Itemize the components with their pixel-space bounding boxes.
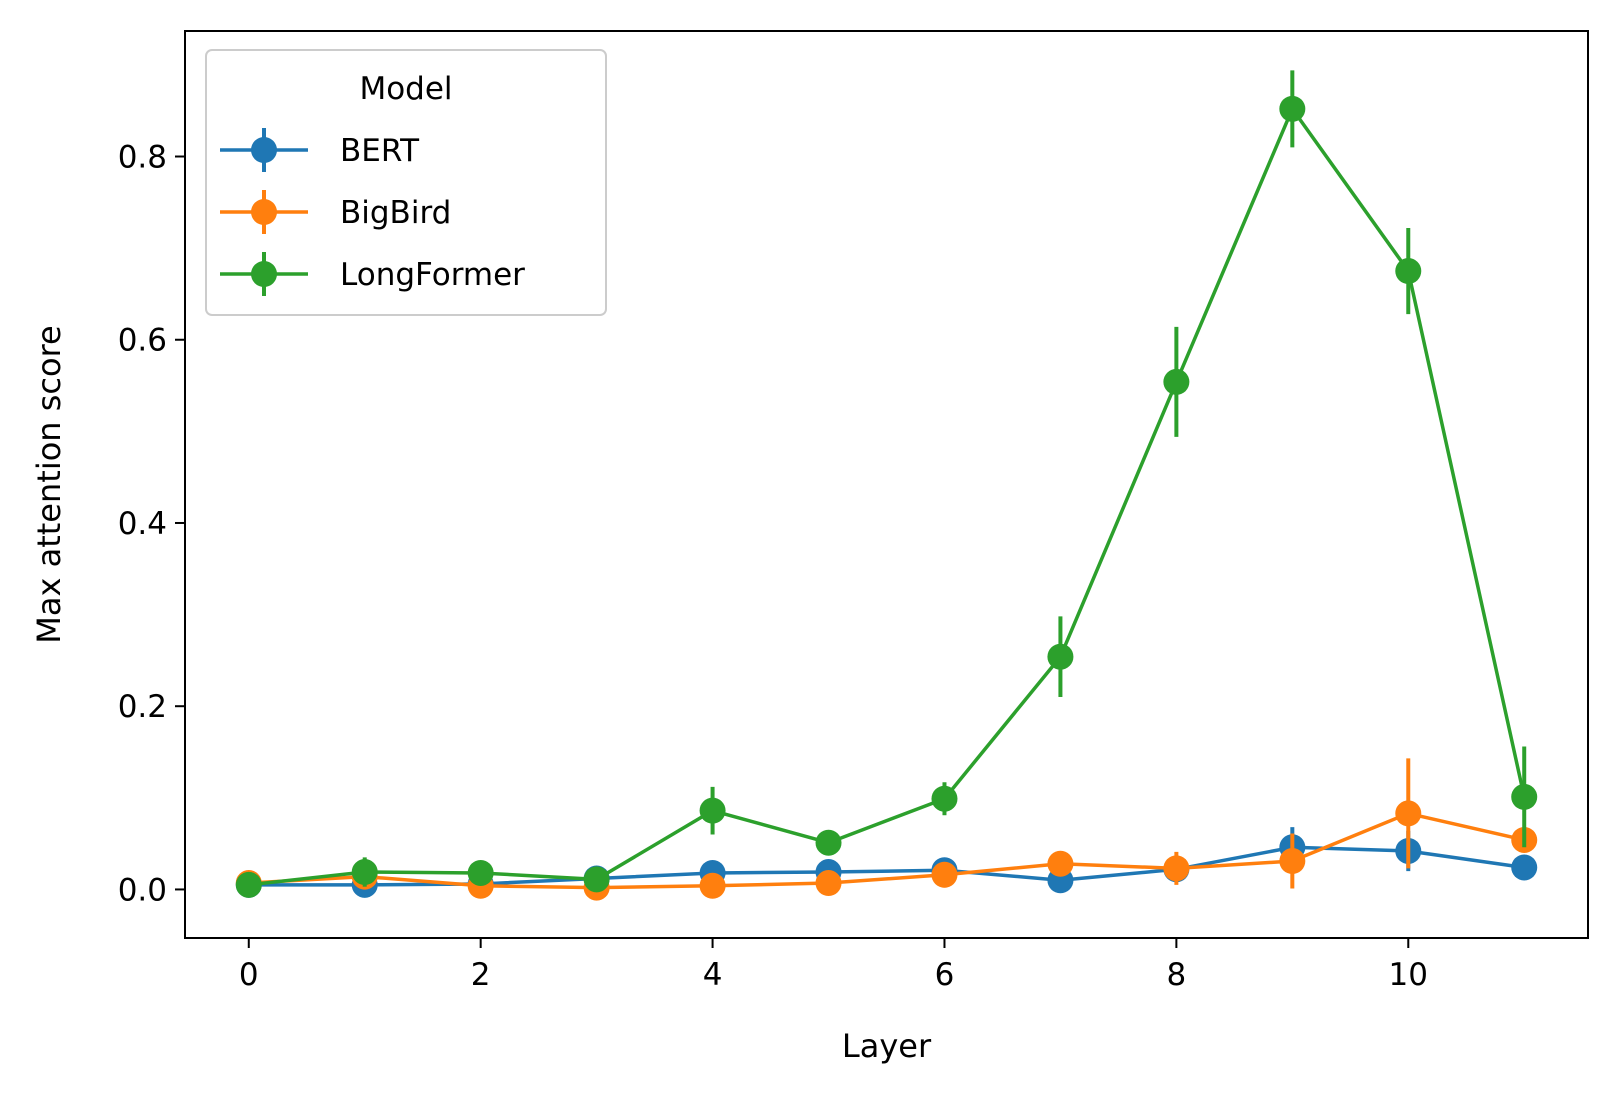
longformer-line [248,107,1526,887]
longformer-point [1163,368,1190,395]
y-tick-label: 0.2 [118,689,167,725]
x-tick-label: 2 [471,957,491,993]
legend: Model BERT BigBird LongFormer [205,49,607,316]
y-tick-label: 0.4 [118,506,167,542]
bert-point [1511,854,1538,881]
legend-entries: BERT BigBird LongFormer [220,128,525,296]
legend-label-longformer: LongFormer [340,257,525,293]
legend-title: Model [359,71,452,107]
legend-marker [251,261,277,287]
legend-marker [251,137,277,163]
longformer-point [467,859,494,886]
x-tick-label: 8 [1167,957,1187,993]
bigbird-point [815,870,842,897]
y-axis-title: Max attention score [30,325,68,643]
x-tick-label: 0 [239,957,259,993]
bigbird-point [1395,800,1422,827]
longformer-point [1395,258,1422,285]
longformer-point [1279,95,1306,122]
x-tick-label: 4 [703,957,723,993]
x-tick-label: 10 [1389,957,1428,993]
legend-marker [251,199,277,225]
legend-label-bigbird: BigBird [340,195,451,231]
bigbird-point [931,861,958,888]
longformer-point [931,785,958,812]
y-axis: 0.0 0.2 0.4 0.6 0.8 [118,140,185,908]
y-tick-label: 0.0 [118,872,167,908]
longformer-point [351,859,378,886]
bigbird-point [1279,848,1306,875]
longformer-point [1511,783,1538,810]
y-tick-label: 0.8 [118,140,167,176]
x-tick-label: 6 [935,957,955,993]
plot-frame [184,30,1589,939]
series-layer [235,70,1538,901]
series-longformer [235,70,1538,898]
bigbird-point [1163,855,1190,882]
legend-box [205,49,607,316]
longformer-point [815,829,842,856]
legend-entry-bert: BERT [220,128,420,172]
bigbird-point [699,872,726,899]
longformer-point [235,871,262,898]
legend-label-bert: BERT [340,133,420,169]
longformer-point [1047,643,1074,670]
legend-entry-bigbird: BigBird [220,190,451,234]
y-tick-label: 0.6 [118,323,167,359]
longformer-point [583,866,610,893]
x-axis-title: Layer [842,1027,932,1065]
longformer-point [699,797,726,824]
legend-entry-longformer: LongFormer [220,252,525,296]
bigbird-point [1047,850,1074,877]
x-axis: 0 2 4 6 8 10 [239,938,1428,993]
bigbird-line [248,811,1525,890]
